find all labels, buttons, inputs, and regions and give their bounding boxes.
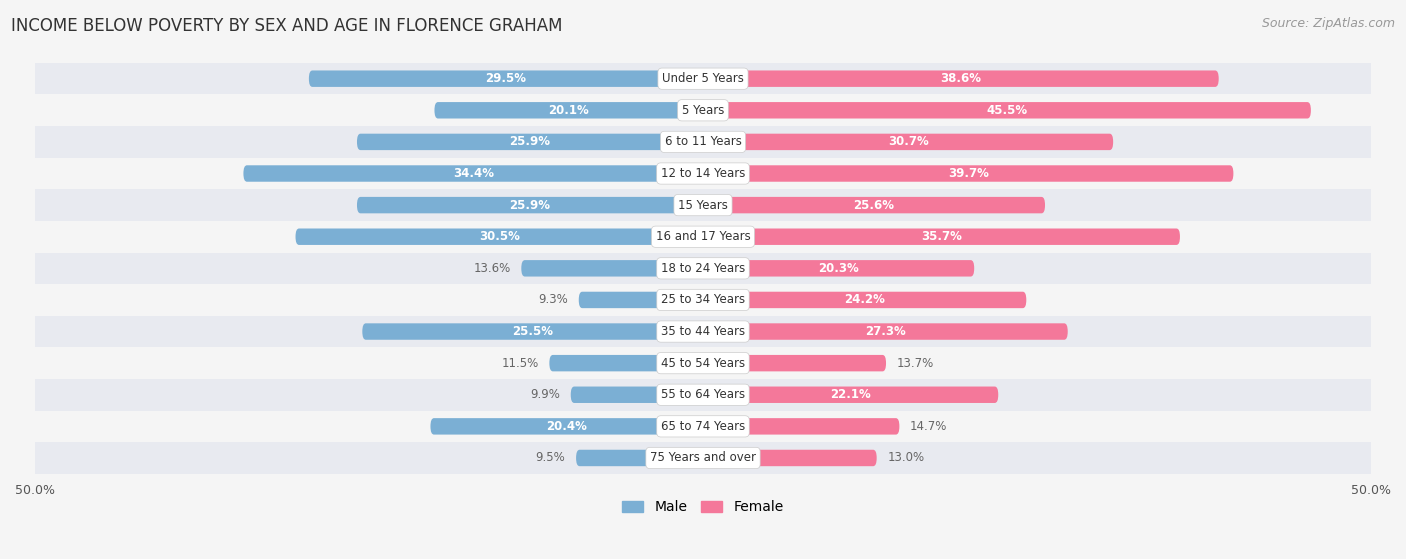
Bar xyxy=(35,284,1371,316)
Bar xyxy=(35,190,1371,221)
Text: 30.5%: 30.5% xyxy=(479,230,520,243)
Text: 25 to 34 Years: 25 to 34 Years xyxy=(661,293,745,306)
FancyBboxPatch shape xyxy=(576,450,703,466)
FancyBboxPatch shape xyxy=(550,355,703,371)
Text: 13.0%: 13.0% xyxy=(887,452,925,465)
Text: 9.5%: 9.5% xyxy=(536,452,565,465)
Bar xyxy=(35,316,1371,347)
Text: 30.7%: 30.7% xyxy=(887,135,928,148)
Text: Source: ZipAtlas.com: Source: ZipAtlas.com xyxy=(1261,17,1395,30)
FancyBboxPatch shape xyxy=(703,260,974,277)
Text: 18 to 24 Years: 18 to 24 Years xyxy=(661,262,745,275)
Bar xyxy=(35,126,1371,158)
Bar xyxy=(35,442,1371,474)
Text: 11.5%: 11.5% xyxy=(502,357,538,369)
Text: 45.5%: 45.5% xyxy=(987,104,1028,117)
FancyBboxPatch shape xyxy=(703,229,1180,245)
FancyBboxPatch shape xyxy=(357,134,703,150)
FancyBboxPatch shape xyxy=(703,102,1310,119)
FancyBboxPatch shape xyxy=(703,197,1045,214)
Text: 75 Years and over: 75 Years and over xyxy=(650,452,756,465)
Text: 5 Years: 5 Years xyxy=(682,104,724,117)
FancyBboxPatch shape xyxy=(703,70,1219,87)
Text: INCOME BELOW POVERTY BY SEX AND AGE IN FLORENCE GRAHAM: INCOME BELOW POVERTY BY SEX AND AGE IN F… xyxy=(11,17,562,35)
Text: 65 to 74 Years: 65 to 74 Years xyxy=(661,420,745,433)
FancyBboxPatch shape xyxy=(703,323,1067,340)
FancyBboxPatch shape xyxy=(703,134,1114,150)
FancyBboxPatch shape xyxy=(357,197,703,214)
Text: 22.1%: 22.1% xyxy=(831,389,870,401)
Bar xyxy=(35,253,1371,284)
FancyBboxPatch shape xyxy=(703,355,886,371)
FancyBboxPatch shape xyxy=(703,418,900,434)
Text: 34.4%: 34.4% xyxy=(453,167,494,180)
FancyBboxPatch shape xyxy=(430,418,703,434)
FancyBboxPatch shape xyxy=(309,70,703,87)
Bar xyxy=(35,410,1371,442)
Text: 29.5%: 29.5% xyxy=(485,72,526,85)
Text: 25.5%: 25.5% xyxy=(512,325,553,338)
Text: 55 to 64 Years: 55 to 64 Years xyxy=(661,389,745,401)
Text: 20.1%: 20.1% xyxy=(548,104,589,117)
FancyBboxPatch shape xyxy=(703,450,877,466)
Text: 27.3%: 27.3% xyxy=(865,325,905,338)
Text: 38.6%: 38.6% xyxy=(941,72,981,85)
Text: 25.6%: 25.6% xyxy=(853,198,894,212)
FancyBboxPatch shape xyxy=(703,386,998,403)
Bar xyxy=(35,63,1371,94)
Text: 25.9%: 25.9% xyxy=(509,198,551,212)
Text: 35 to 44 Years: 35 to 44 Years xyxy=(661,325,745,338)
FancyBboxPatch shape xyxy=(434,102,703,119)
Text: 9.9%: 9.9% xyxy=(530,389,560,401)
FancyBboxPatch shape xyxy=(703,292,1026,308)
Bar xyxy=(35,158,1371,190)
Text: 15 Years: 15 Years xyxy=(678,198,728,212)
FancyBboxPatch shape xyxy=(243,165,703,182)
FancyBboxPatch shape xyxy=(571,386,703,403)
Text: 39.7%: 39.7% xyxy=(948,167,988,180)
FancyBboxPatch shape xyxy=(522,260,703,277)
FancyBboxPatch shape xyxy=(363,323,703,340)
Bar xyxy=(35,379,1371,410)
Text: 45 to 54 Years: 45 to 54 Years xyxy=(661,357,745,369)
Bar xyxy=(35,347,1371,379)
Text: 24.2%: 24.2% xyxy=(844,293,886,306)
Text: 16 and 17 Years: 16 and 17 Years xyxy=(655,230,751,243)
Text: 13.6%: 13.6% xyxy=(474,262,510,275)
Text: 13.7%: 13.7% xyxy=(897,357,934,369)
FancyBboxPatch shape xyxy=(703,165,1233,182)
Text: Under 5 Years: Under 5 Years xyxy=(662,72,744,85)
Text: 35.7%: 35.7% xyxy=(921,230,962,243)
FancyBboxPatch shape xyxy=(579,292,703,308)
Legend: Male, Female: Male, Female xyxy=(617,495,789,520)
Text: 14.7%: 14.7% xyxy=(910,420,948,433)
Text: 20.3%: 20.3% xyxy=(818,262,859,275)
Text: 6 to 11 Years: 6 to 11 Years xyxy=(665,135,741,148)
Bar xyxy=(35,94,1371,126)
FancyBboxPatch shape xyxy=(295,229,703,245)
Text: 9.3%: 9.3% xyxy=(538,293,568,306)
Bar xyxy=(35,221,1371,253)
Text: 20.4%: 20.4% xyxy=(547,420,588,433)
Text: 12 to 14 Years: 12 to 14 Years xyxy=(661,167,745,180)
Text: 25.9%: 25.9% xyxy=(509,135,551,148)
